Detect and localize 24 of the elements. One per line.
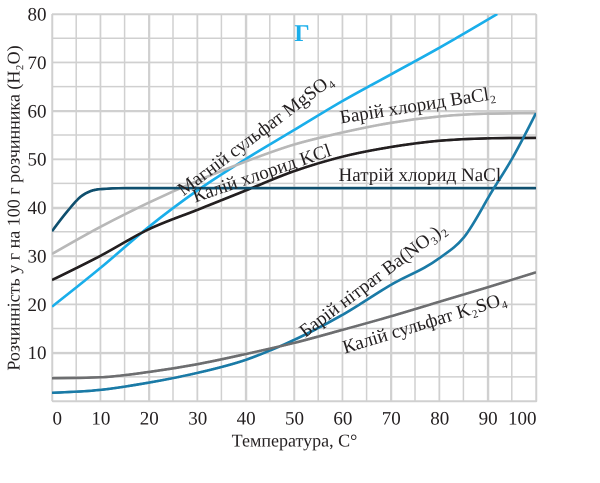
x-tick-label: 30 — [188, 408, 208, 430]
x-tick-label: 20 — [140, 408, 159, 430]
y-tick-label: 60 — [28, 101, 46, 122]
x-tick-label: 100 — [508, 408, 536, 430]
x-tick-label: 50 — [285, 408, 304, 430]
y-tick-label: 20 — [28, 294, 46, 316]
y-tick-label: 70 — [28, 52, 46, 74]
x-tick-label: 70 — [382, 408, 401, 430]
text: Барій хлорид BaCl₂ — [338, 83, 498, 128]
x-tick-label: 60 — [333, 408, 352, 430]
x-tick-label: 80 — [430, 408, 450, 430]
y-tick-label: 40 — [28, 198, 46, 219]
annotation: Г — [294, 21, 310, 47]
x-tick-label: 40 — [236, 408, 256, 430]
y-tick-label: 80 — [28, 4, 46, 26]
series-label: Натрій хлорид NaCl — [338, 165, 502, 186]
x-tick-label: 10 — [91, 408, 110, 430]
x-axis-title: Температура, С° — [232, 430, 358, 450]
x-tick-label: 0 — [52, 408, 62, 430]
x-tick-label: 90 — [478, 408, 498, 430]
y-tick-label: 10 — [28, 343, 46, 364]
y-axis-title: Розчинність у г на 100 г розчинника (H₂O) — [4, 45, 24, 371]
y-tick-label: 50 — [28, 150, 46, 171]
y-tick-label: 30 — [28, 246, 46, 268]
